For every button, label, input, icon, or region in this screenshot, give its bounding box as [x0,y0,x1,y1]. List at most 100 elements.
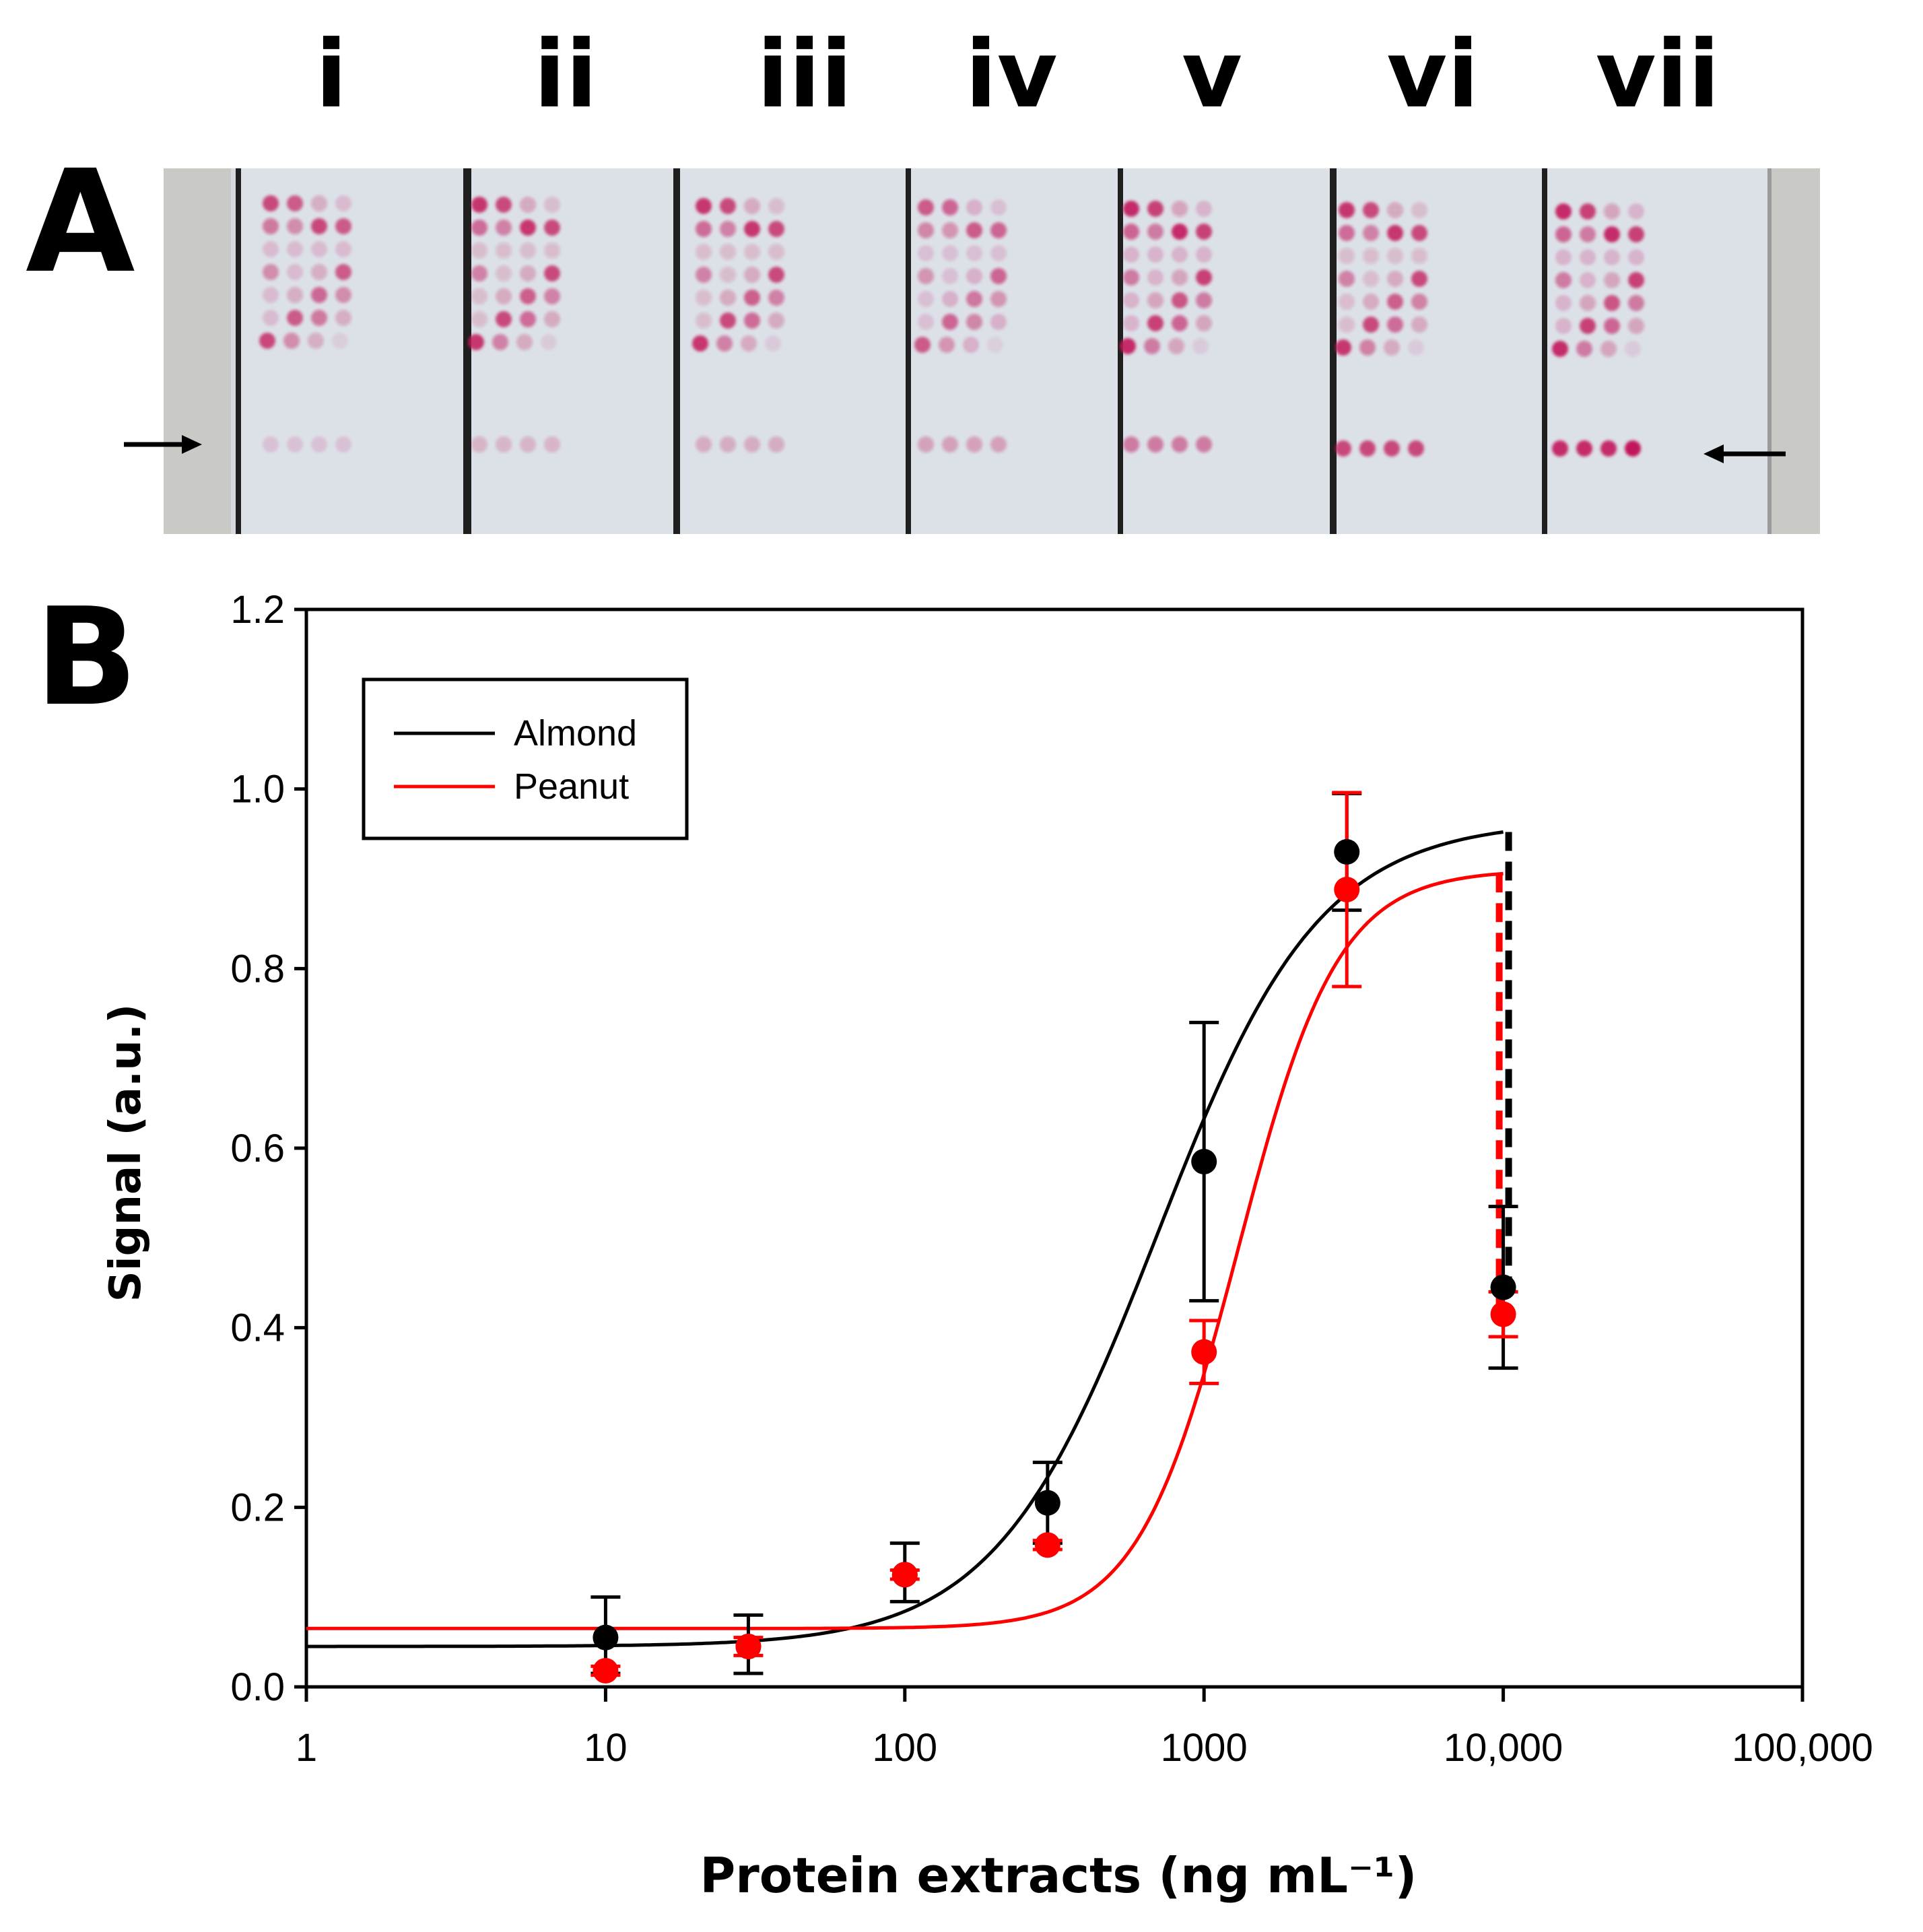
test-line-spot [287,436,303,453]
spot [471,288,487,304]
fit-curve-peanut [306,871,1504,1630]
spot [471,265,487,281]
spot [918,314,934,330]
spot [520,197,536,213]
spot [335,310,351,326]
spot [768,221,784,237]
test-line-spot [1600,440,1617,457]
spot [496,311,512,327]
spot [720,244,736,260]
spot [744,312,760,329]
spot [966,291,982,307]
spot [520,220,536,236]
spot [1339,317,1355,333]
test-line-spot [1147,436,1163,453]
y-tick-label: 0.0 [230,1665,285,1709]
test-line-spot [966,436,982,453]
spot-array-6 [1335,202,1427,457]
spot [696,221,712,237]
spot [1172,246,1188,263]
spot [1387,317,1403,333]
spot [1576,341,1592,357]
spot-array-4 [914,199,1007,453]
spot [918,245,934,261]
test-line-spot [1384,440,1400,457]
spot [768,312,784,329]
test-line-spot [696,436,712,453]
test-line-spot [263,436,279,453]
y-tick-label: 0.6 [230,1127,285,1170]
spot [720,221,736,237]
spot [1363,271,1379,287]
spot [942,268,958,284]
spot [918,268,934,284]
panel-b: B 0.0 0.2 0.4 0.6 0.8 1.0 1.2 1 10 100 1000 10,000… [35,579,1873,1904]
spot [966,268,982,284]
spot [1172,269,1188,286]
spot [287,310,303,326]
spot [335,218,351,234]
spot [332,333,348,349]
spot [283,333,300,349]
spot [1147,246,1163,263]
x-tick-label: 10 [584,1726,628,1770]
spot [1363,225,1379,241]
spot [1387,294,1403,310]
spot [1196,224,1212,240]
test-line-spot [1408,440,1424,457]
x-tick-label: 100,000 [1732,1726,1873,1770]
spot [1123,292,1139,308]
legend-box [362,677,689,840]
spot [942,291,958,307]
strip-separator [673,168,680,534]
x-axis: 1 10 100 1000 10,000 100,000 [296,1687,1873,1770]
spot [1580,203,1596,220]
spot [1555,226,1572,242]
spot [1363,248,1379,264]
test-line-spot [544,436,560,453]
spot [471,242,487,259]
spot [1604,203,1620,220]
lane-label-iii: iii [757,20,852,129]
spot [1339,294,1355,310]
spot [942,222,958,238]
spot [1408,339,1424,356]
spot [1604,226,1620,242]
data-points [593,839,1516,1684]
spot [990,245,1007,261]
spot [1552,341,1568,357]
x-tick-label: 10,000 [1444,1726,1563,1770]
lane-label-ii: ii [534,20,598,129]
spot [1144,338,1160,354]
test-line-spot [311,436,327,453]
test-line-spot [471,436,487,453]
y-tick-label: 0.4 [230,1306,285,1350]
spot [1123,224,1139,240]
spot [768,244,784,260]
spot [520,242,536,259]
spot [471,311,487,327]
test-line-spot [1172,436,1188,453]
spot [1196,246,1212,263]
test-line-spot [1359,440,1376,457]
spot [918,222,934,238]
strip-separator [1767,168,1772,534]
test-line-spot [520,436,536,453]
spot [1339,202,1355,218]
spot [720,267,736,283]
panel-b-label: B [35,579,137,736]
spot [1387,225,1403,241]
spot [1555,249,1572,265]
spot [263,218,279,234]
fit-curve-almond [306,830,1504,1648]
spot [1411,225,1427,241]
spot [744,221,760,237]
spot [263,287,279,303]
test-line-spot [1625,440,1641,457]
test-line-spot [744,436,760,453]
spot [1147,292,1163,308]
legend: Almond Peanut [362,677,689,840]
spot [942,245,958,261]
spot [544,197,560,213]
